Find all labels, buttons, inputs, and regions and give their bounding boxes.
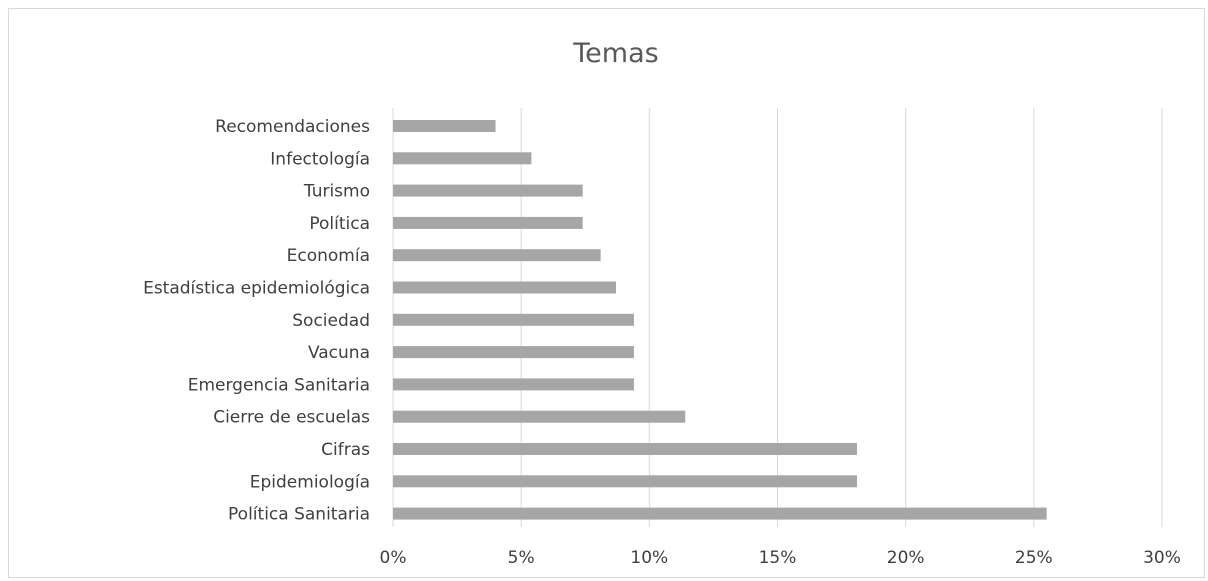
bar: [393, 443, 857, 455]
x-tick-label: 15%: [759, 548, 797, 568]
bar: [393, 184, 583, 197]
bar: [393, 378, 634, 391]
x-tick-label: 5%: [508, 548, 535, 568]
bar: [393, 313, 634, 326]
bar: [393, 249, 601, 262]
category-label: Emergencia Sanitaria: [188, 375, 370, 395]
x-tick-label: 0%: [380, 548, 407, 568]
category-label: Política Sanitaria: [228, 505, 370, 525]
category-label: Recomendaciones: [215, 117, 370, 137]
category-label: Turismo: [303, 182, 370, 202]
x-tick-label: 30%: [1143, 548, 1181, 568]
bar: [393, 507, 1047, 520]
chart-title: Temas: [573, 38, 659, 69]
category-label: Infectología: [270, 149, 370, 169]
bar: [393, 410, 686, 423]
bar: [393, 475, 857, 488]
category-label: Cifras: [321, 440, 370, 460]
category-label: Economía: [287, 246, 370, 266]
x-tick-label: 20%: [887, 548, 925, 568]
category-label: Cierre de escuelas: [213, 408, 370, 428]
category-label: Estadística epidemiológica: [143, 279, 370, 299]
category-label: Epidemiología: [250, 472, 370, 492]
bar: [393, 216, 583, 229]
bar: [393, 120, 496, 132]
x-tick-label: 10%: [630, 548, 668, 568]
category-label: Sociedad: [292, 311, 370, 331]
bar: [393, 346, 634, 359]
bar: [393, 281, 617, 294]
bar: [393, 152, 532, 165]
category-label: Vacuna: [308, 343, 370, 363]
category-label: Política: [309, 214, 370, 234]
x-tick-label: 25%: [1015, 548, 1053, 568]
